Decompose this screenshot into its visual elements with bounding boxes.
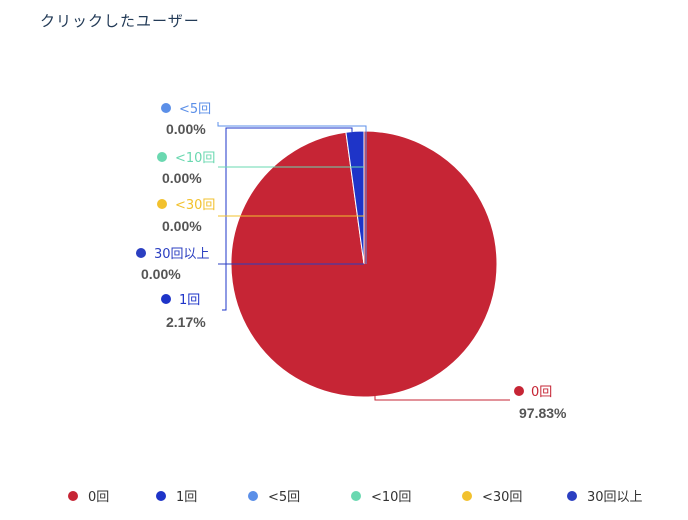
legend-marker-icon [351, 490, 361, 501]
legend-item[interactable]: 0回 [68, 486, 109, 505]
label-dot [161, 103, 171, 113]
legend-item[interactable]: <30回 [462, 486, 522, 505]
label-value: 0.00% [162, 218, 202, 234]
label-value: 0.00% [166, 121, 206, 137]
label-value: 2.17% [166, 314, 206, 330]
legend-item[interactable]: 30回以上 [567, 486, 643, 505]
legend-label: 0回 [88, 490, 110, 505]
legend-label: <10回 [371, 490, 412, 505]
legend-item[interactable]: <10回 [351, 486, 411, 505]
legend-label: 30回以上 [587, 490, 643, 505]
pie-slice [345, 130, 365, 265]
label-value: 0.00% [162, 170, 202, 186]
label-dot [514, 386, 524, 396]
label-name: 30回以上 [154, 247, 210, 262]
legend-marker-icon [462, 490, 472, 501]
legend-label: 1回 [176, 490, 198, 505]
legend-item[interactable]: 1回 [156, 486, 197, 505]
legend-label: <5回 [268, 490, 301, 505]
label-name: <30回 [175, 198, 215, 213]
legend: 0回 1回 <5回 <10回 <30回 30回以上 [0, 486, 688, 512]
leader-line [374, 395, 510, 401]
legend-label: <30回 [482, 490, 523, 505]
chart-title: クリックしたユーザー [40, 12, 200, 30]
leader-line [217, 122, 367, 264]
label-name: <10回 [175, 151, 215, 166]
leader-line [222, 127, 353, 311]
legend-marker-icon [248, 490, 258, 501]
legend-marker-icon [567, 490, 577, 501]
label-dot [161, 294, 171, 304]
legend-item[interactable]: <5回 [248, 486, 300, 505]
label-dot [157, 199, 167, 209]
label-dot [157, 152, 167, 162]
legend-marker-icon [68, 490, 78, 501]
label-name: <5回 [179, 102, 211, 117]
label-dot [136, 248, 146, 258]
pie-chart: 0回 97.83% 1回 2.17% <5回 0.00% <10回 0.00% <30回 0.00… [136, 102, 567, 421]
label-value: 0.00% [141, 266, 181, 282]
legend-marker-icon [156, 490, 166, 501]
label-name: 0回 [531, 385, 552, 400]
label-name: 1回 [179, 293, 200, 308]
label-value: 97.83% [519, 405, 567, 421]
